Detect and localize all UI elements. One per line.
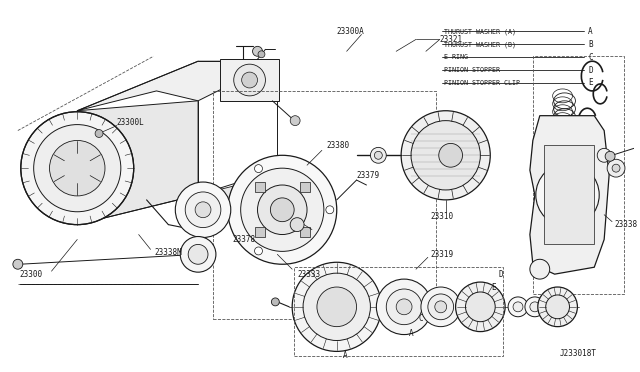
Bar <box>213 91 436 319</box>
Circle shape <box>612 164 620 172</box>
Circle shape <box>303 273 371 340</box>
Circle shape <box>401 111 490 200</box>
Circle shape <box>175 182 231 237</box>
Text: 23380: 23380 <box>327 141 350 150</box>
Text: D: D <box>499 270 504 279</box>
Text: 23333: 23333 <box>297 270 320 279</box>
Bar <box>544 145 595 244</box>
Text: A: A <box>588 27 593 36</box>
Circle shape <box>270 198 294 222</box>
Circle shape <box>536 163 599 227</box>
Text: PINION STOPPER: PINION STOPPER <box>444 67 500 73</box>
Text: THURUST WASHER (A): THURUST WASHER (A) <box>444 28 516 35</box>
Circle shape <box>317 287 356 327</box>
Circle shape <box>530 302 540 312</box>
Circle shape <box>607 159 625 177</box>
Circle shape <box>95 129 103 138</box>
Circle shape <box>439 144 463 167</box>
Circle shape <box>188 244 208 264</box>
Text: D: D <box>588 65 593 75</box>
Text: J233018T: J233018T <box>559 349 596 358</box>
Text: A: A <box>343 351 348 360</box>
Circle shape <box>13 259 23 269</box>
Circle shape <box>34 125 121 212</box>
Circle shape <box>556 183 579 207</box>
Text: 23319: 23319 <box>431 250 454 259</box>
Bar <box>255 227 265 237</box>
Text: 23338M: 23338M <box>154 248 182 257</box>
Circle shape <box>387 289 422 325</box>
Circle shape <box>255 165 262 173</box>
Bar <box>533 56 624 294</box>
Polygon shape <box>530 116 609 274</box>
Circle shape <box>195 202 211 218</box>
Circle shape <box>326 206 334 214</box>
Circle shape <box>180 237 216 272</box>
Circle shape <box>49 141 105 196</box>
Circle shape <box>428 294 454 320</box>
Text: THURUST WASHER (B): THURUST WASHER (B) <box>444 41 516 48</box>
Circle shape <box>513 302 523 312</box>
Circle shape <box>530 259 550 279</box>
Circle shape <box>371 147 387 163</box>
Circle shape <box>185 192 221 228</box>
Text: 23378: 23378 <box>233 235 256 244</box>
Circle shape <box>242 72 257 88</box>
Circle shape <box>465 292 495 322</box>
Text: 23379: 23379 <box>356 171 380 180</box>
Text: 23310: 23310 <box>431 212 454 221</box>
Circle shape <box>234 64 266 96</box>
Circle shape <box>257 185 307 234</box>
Circle shape <box>253 46 262 56</box>
Text: 23300A: 23300A <box>337 27 365 36</box>
Text: 23321: 23321 <box>440 35 463 44</box>
Text: E: E <box>588 78 593 87</box>
Circle shape <box>421 287 461 327</box>
Circle shape <box>538 287 577 327</box>
Polygon shape <box>77 101 198 225</box>
Circle shape <box>292 262 381 352</box>
Polygon shape <box>198 185 237 225</box>
Bar <box>294 267 503 356</box>
Circle shape <box>456 282 505 331</box>
Circle shape <box>258 51 265 58</box>
Text: 23338: 23338 <box>614 220 637 229</box>
Text: C: C <box>419 314 423 323</box>
Circle shape <box>525 297 545 317</box>
Text: B: B <box>588 40 593 49</box>
Bar <box>255 182 265 192</box>
Circle shape <box>290 218 304 231</box>
Text: C: C <box>588 53 593 62</box>
Circle shape <box>396 299 412 315</box>
Circle shape <box>271 298 279 306</box>
Bar <box>220 59 279 101</box>
Bar <box>300 227 310 237</box>
Circle shape <box>546 295 570 319</box>
Circle shape <box>605 151 615 161</box>
Circle shape <box>597 148 611 162</box>
Circle shape <box>255 247 262 255</box>
Bar <box>300 182 310 192</box>
Circle shape <box>228 155 337 264</box>
Text: E RING: E RING <box>444 54 468 60</box>
Circle shape <box>241 168 324 251</box>
Text: 23300L: 23300L <box>117 118 145 127</box>
Circle shape <box>546 173 589 217</box>
Circle shape <box>20 112 134 225</box>
Circle shape <box>508 297 528 317</box>
Circle shape <box>290 116 300 126</box>
Text: PINION STOPPER CLIP: PINION STOPPER CLIP <box>444 80 520 86</box>
Circle shape <box>435 301 447 313</box>
Text: A: A <box>409 329 413 338</box>
Circle shape <box>376 279 432 334</box>
Text: E: E <box>491 282 495 292</box>
Circle shape <box>411 121 481 190</box>
Polygon shape <box>77 61 277 111</box>
Text: 23300: 23300 <box>20 270 43 279</box>
Circle shape <box>374 151 382 159</box>
